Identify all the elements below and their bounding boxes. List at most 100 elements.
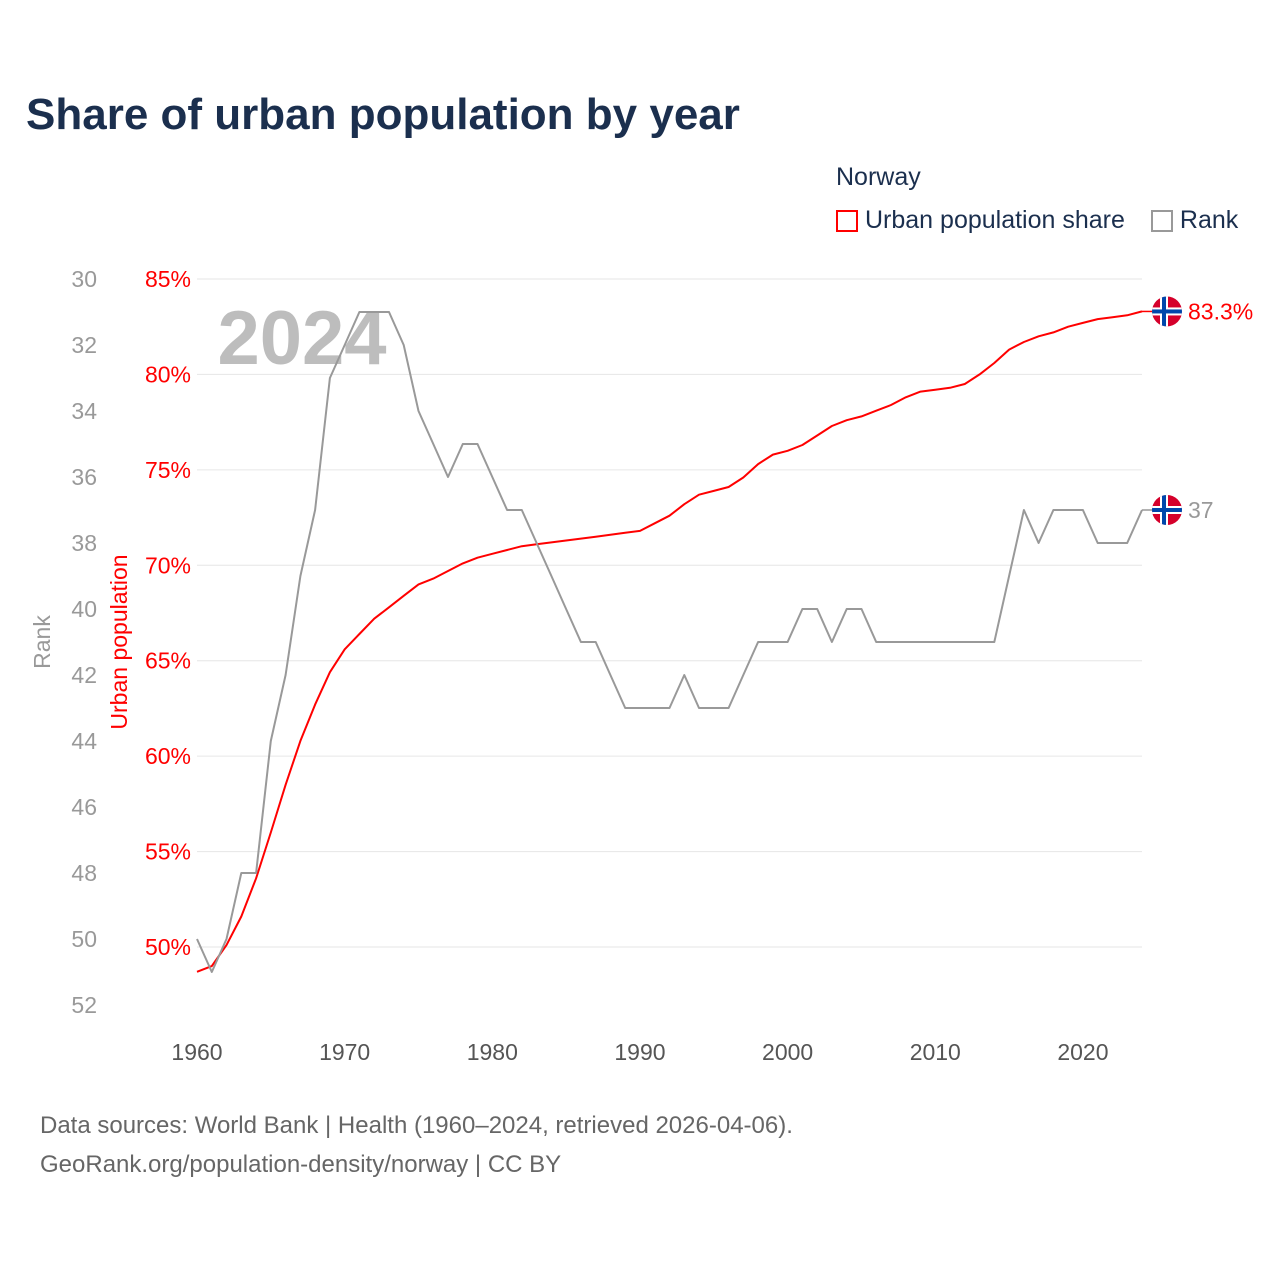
data-point (918, 389, 924, 395)
data-point (356, 309, 362, 315)
data-point (652, 520, 658, 526)
data-point (401, 342, 407, 348)
urban-tick-label: 50% (145, 934, 191, 960)
data-point (371, 309, 377, 315)
urban-tick-label: 65% (145, 648, 191, 674)
data-point (1095, 316, 1101, 322)
data-point (1006, 573, 1012, 579)
urban-tick-label: 55% (145, 839, 191, 865)
urban-tick-label: 75% (145, 457, 191, 483)
legend-item-urban[interactable]: Urban population share (836, 206, 1125, 235)
data-point (283, 672, 289, 678)
x-tick-label: 2010 (910, 1039, 961, 1065)
data-point (740, 474, 746, 480)
data-point (475, 555, 481, 561)
legend-item-rank[interactable]: Rank (1150, 206, 1238, 235)
end-value-label: 37 (1188, 497, 1214, 523)
data-point (401, 593, 407, 599)
data-point (460, 560, 466, 566)
data-point (238, 870, 244, 876)
rank-tick-label: 46 (71, 794, 97, 820)
data-point (1095, 540, 1101, 546)
data-point (755, 639, 761, 645)
data-point (268, 829, 274, 835)
data-point (563, 606, 569, 612)
data-point (814, 433, 820, 439)
norway-flag-icon (1152, 296, 1182, 327)
legend-label-urban: Urban population share (865, 206, 1125, 234)
data-point (342, 342, 348, 348)
end-value-label: 83.3% (1188, 298, 1253, 324)
data-point (667, 513, 673, 519)
rank-axis-title: Rank (29, 615, 55, 669)
data-point (873, 408, 879, 414)
chart-title: Share of urban population by year (26, 90, 740, 139)
data-point (667, 705, 673, 711)
data-point (681, 501, 687, 507)
data-point (519, 543, 525, 549)
data-point (593, 639, 599, 645)
data-point (844, 417, 850, 423)
data-point (1021, 507, 1027, 513)
data-point (888, 402, 894, 408)
data-point (194, 969, 200, 975)
data-point (622, 530, 628, 536)
data-point (814, 606, 820, 612)
data-point (977, 371, 983, 377)
data-point (386, 604, 392, 610)
rank-tick-label: 52 (71, 992, 97, 1018)
data-point (991, 360, 997, 366)
data-point (283, 782, 289, 788)
data-point (1036, 333, 1042, 339)
data-point (312, 702, 318, 708)
legend-swatch-rank (1150, 209, 1173, 232)
data-point (1006, 347, 1012, 353)
data-point (637, 705, 643, 711)
data-point (224, 936, 230, 942)
urban-tick-label: 85% (145, 266, 191, 292)
series-line-rank (196, 311, 1143, 973)
data-point (312, 507, 318, 513)
data-point (888, 639, 894, 645)
data-point (829, 639, 835, 645)
data-point (593, 534, 599, 540)
data-point (637, 528, 643, 534)
x-tick-label: 1970 (319, 1039, 370, 1065)
data-point (858, 606, 864, 612)
data-point (1109, 540, 1115, 546)
data-point (770, 452, 776, 458)
data-point (430, 441, 436, 447)
data-point (1050, 329, 1056, 335)
rank-tick-label: 32 (71, 332, 97, 358)
rank-tick-label: 34 (71, 398, 97, 424)
data-point (918, 639, 924, 645)
data-point (371, 616, 377, 622)
norway-flag-icon (1152, 495, 1182, 525)
data-point (873, 639, 879, 645)
data-point (829, 423, 835, 429)
attribution: GeoRank.org/population-density/norway | … (40, 1151, 562, 1178)
rank-tick-label: 30 (71, 266, 97, 292)
rank-tick-label: 44 (71, 728, 97, 754)
data-point (209, 969, 215, 975)
data-point (460, 441, 466, 447)
data-point (932, 639, 938, 645)
data-point (504, 507, 510, 513)
data-point (297, 573, 303, 579)
data-point (489, 551, 495, 557)
series-line-urban (196, 310, 1143, 973)
rank-tick-label: 42 (71, 662, 97, 688)
rank-tick-label: 48 (71, 860, 97, 886)
data-point (755, 461, 761, 467)
data-point (415, 581, 421, 587)
data-point (858, 413, 864, 419)
data-point (977, 639, 983, 645)
data-point (548, 573, 554, 579)
data-point (799, 442, 805, 448)
data-point (327, 669, 333, 675)
data-point (445, 474, 451, 480)
legend-swatch-urban (836, 209, 858, 232)
data-point (1080, 507, 1086, 513)
data-point (253, 870, 259, 876)
x-tick-label: 1960 (171, 1039, 222, 1065)
